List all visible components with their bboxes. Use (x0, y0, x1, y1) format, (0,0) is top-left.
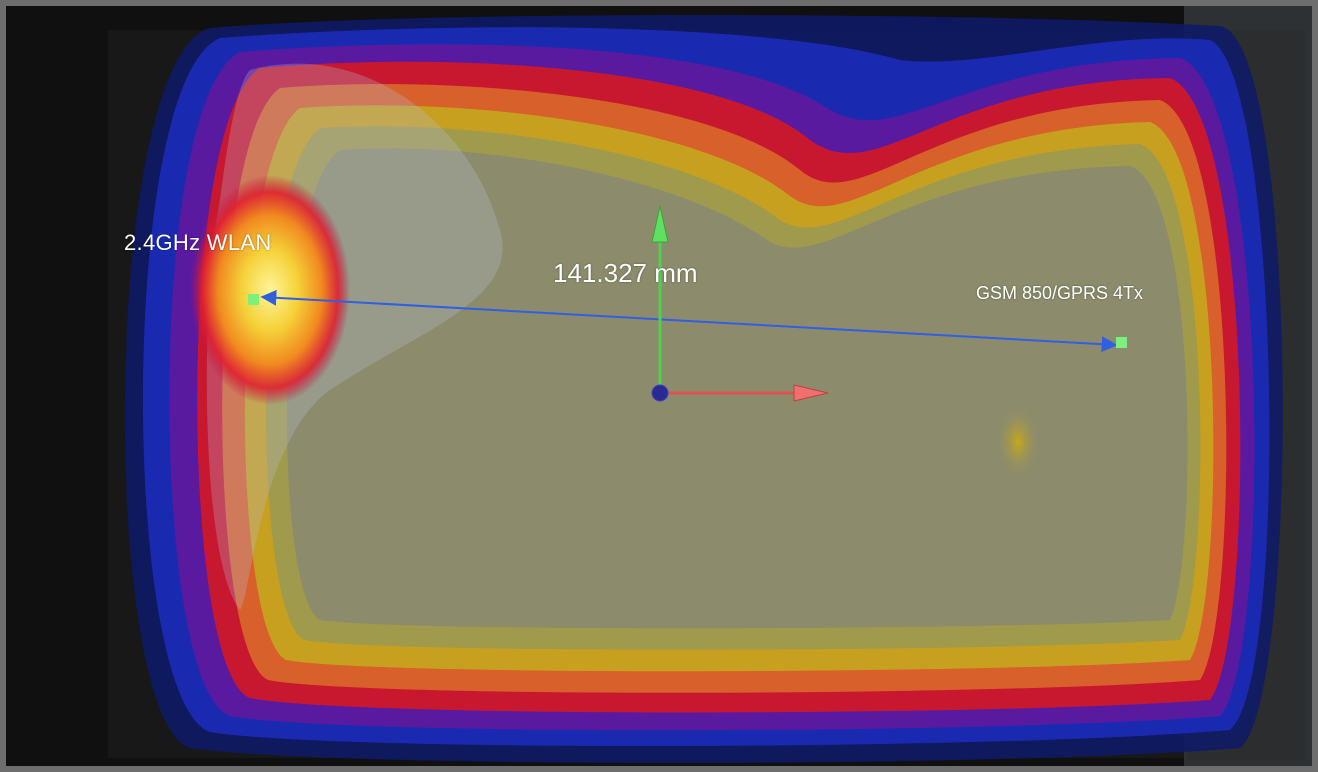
gsm-label: GSM 850/GPRS 4Tx (976, 283, 1144, 303)
wlan-hotspot (190, 175, 350, 405)
axis-y-arrow[interactable] (651, 205, 669, 243)
measurement-line[interactable] (260, 289, 1118, 353)
gsm-spot (996, 404, 1040, 480)
wlan-label: 2.4GHz WLAN (124, 230, 272, 255)
gsm-marker[interactable] (1116, 337, 1127, 348)
contour-core (286, 148, 1188, 629)
axis-x-arrow[interactable] (793, 384, 829, 402)
wlan-marker[interactable] (248, 294, 259, 305)
distance-label: 141.327 mm (553, 258, 698, 288)
origin-sphere[interactable] (651, 384, 669, 402)
